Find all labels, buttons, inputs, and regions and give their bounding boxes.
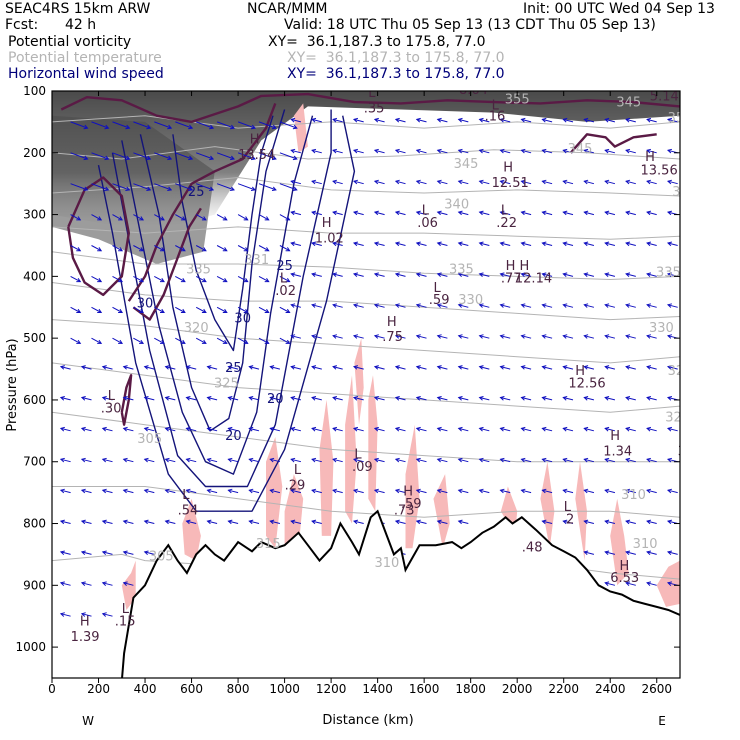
x-tick-label: 1200: [316, 682, 347, 696]
x-axis-title: Distance (km): [322, 713, 413, 728]
pv-extremum-label: L: [294, 463, 302, 478]
x-tick-label: 600: [180, 682, 203, 696]
wind-speed-label: 25: [225, 361, 242, 376]
theta-label: 330: [458, 293, 483, 308]
y-tick-label: 800: [23, 517, 46, 531]
x-tick-label: 1000: [269, 682, 300, 696]
pv-extremum-label: .48: [522, 540, 543, 555]
pv-extremum-label: 6.53: [610, 571, 639, 586]
y-tick-label: 200: [23, 146, 46, 160]
theta-label: 345: [616, 95, 641, 110]
pv-extremum-label: 12.56: [568, 377, 605, 392]
theta-label: 325: [214, 377, 239, 392]
pv-extremum-label: .59: [429, 293, 450, 308]
pv-extremum-label: H: [80, 615, 90, 630]
theta-label: 310: [374, 556, 399, 571]
theta-label: 330: [649, 321, 674, 336]
pv-extremum-label: 12.14: [515, 272, 552, 287]
x-tick-label: 400: [134, 682, 157, 696]
x-tick-label: 1400: [362, 682, 393, 696]
pv-extremum-label: 12.51: [492, 176, 529, 191]
pv-extremum-label: 1.34: [603, 445, 632, 460]
theta-label: 305: [137, 432, 162, 447]
terrain-mask: [52, 511, 680, 684]
theta-label: 331: [244, 253, 269, 268]
x-tick-label: 800: [227, 682, 250, 696]
pv-extremum-label: L: [368, 86, 376, 101]
theta-contour: [52, 320, 680, 363]
theta-label: 340: [672, 185, 697, 200]
pv-extremum-label: H: [387, 315, 397, 330]
theta-label: 320: [184, 321, 209, 336]
pv-extremum-label: H: [250, 133, 260, 148]
pv-extremum-label: .15: [115, 615, 136, 630]
pv-extremum-label: .09: [352, 460, 373, 475]
wind-speed-label: 30: [234, 312, 251, 327]
pv-extremum-label: 13.54: [238, 148, 275, 163]
y-tick-label: 700: [23, 455, 46, 469]
y-tick-label: 500: [23, 331, 46, 345]
theta-label: 335: [186, 262, 211, 277]
pv-extremum-label: .73: [394, 503, 415, 518]
theta-label: 335: [656, 265, 681, 280]
x-tick-label: 2600: [641, 682, 672, 696]
pv-extremum-label: H: [503, 160, 513, 175]
pv-extremum-label: .54: [178, 503, 199, 518]
pv-extremum-label: H: [322, 216, 332, 231]
y-tick-label: 300: [23, 208, 46, 222]
theta-label: 310: [621, 488, 646, 503]
pv-extremum-label: 1.02: [315, 231, 344, 246]
y-axis-title: Pressure (hPa): [5, 338, 20, 431]
x-tick-label: 0: [48, 682, 56, 696]
wind-vector: [259, 184, 276, 190]
theta-label: 340: [444, 197, 469, 212]
theta-label: 345: [454, 157, 479, 172]
x-tick-label: 1800: [455, 682, 486, 696]
theta-label: 345: [568, 142, 593, 157]
pv-extremum-label: .29: [285, 479, 306, 494]
theta-label: 310: [633, 537, 658, 552]
theta-label: 315: [256, 537, 281, 552]
x-end-label-west: W: [82, 714, 94, 728]
pv-extremum-label: .30: [101, 401, 122, 416]
pv-extremum-label: .22: [496, 216, 517, 231]
cloud-patch: [434, 474, 450, 548]
y-tick-label: 1000: [15, 640, 46, 654]
x-tick-label: 2400: [595, 682, 626, 696]
wind-speed-label: 30: [137, 296, 154, 311]
y-tick-label: 100: [23, 84, 46, 98]
y-tick-label: 400: [23, 269, 46, 283]
pv-extremum-label: H: [610, 429, 620, 444]
x-end-label-east: E: [658, 714, 666, 728]
pv-extremum-label: .02: [275, 284, 296, 299]
x-tick-label: 1600: [409, 682, 440, 696]
cloud-patch: [354, 338, 363, 425]
pv-extremum-label: 3.3: [678, 445, 699, 460]
theta-label: 305: [149, 550, 174, 565]
y-tick-label: 600: [23, 393, 46, 407]
theta-label: 335: [449, 262, 474, 277]
pv-extremum-label: .75: [382, 330, 403, 345]
y-tick-label: 900: [23, 578, 46, 592]
pv-extremum-label: .16: [485, 110, 506, 125]
pv-extremum-label: 2: [566, 513, 574, 528]
cloud-patch: [320, 400, 334, 536]
x-tick-label: 2200: [548, 682, 579, 696]
x-tick-label: 200: [87, 682, 110, 696]
x-tick-label: 2000: [502, 682, 533, 696]
pv-extremum-label: .06: [417, 216, 438, 231]
wind-speed-label: 25: [188, 185, 205, 200]
pv-extremum-label: 1.39: [71, 630, 100, 645]
wind-speed-label: 20: [225, 429, 242, 444]
pv-extremum-label: 13.56: [641, 163, 678, 178]
pv-extremum-label: L: [182, 488, 190, 503]
theta-label: 320: [665, 411, 690, 426]
pv-extremum-label: .35: [364, 102, 385, 117]
wind-speed-label: 20: [267, 392, 284, 407]
